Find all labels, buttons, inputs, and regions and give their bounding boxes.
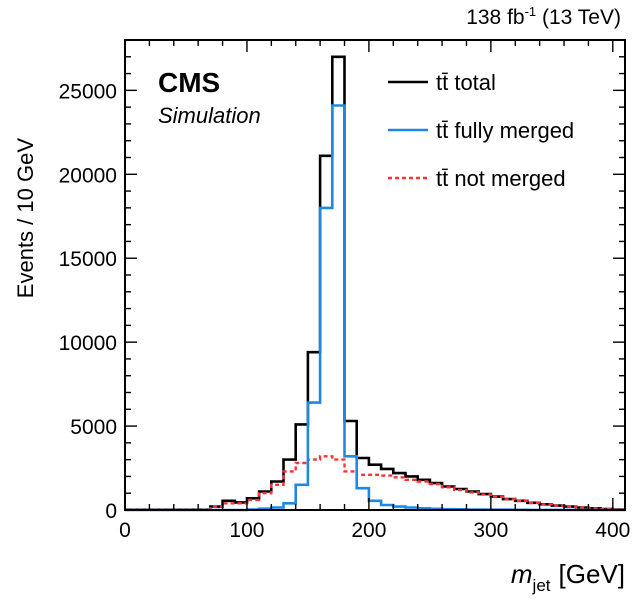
experiment-label: CMS xyxy=(158,67,220,98)
y-axis-label: Events / 10 GeV xyxy=(13,138,38,299)
luminosity-label: 138 fb-1 (13 TeV) xyxy=(466,4,621,30)
x-axis-label: mjet [GeV] xyxy=(511,559,625,595)
y-tick-label: 20000 xyxy=(59,164,117,187)
x-tick-label: 400 xyxy=(595,519,630,542)
x-axis-symbol: m xyxy=(511,559,533,589)
x-axis-subscript: jet xyxy=(532,576,551,595)
lumi-energy: (13 TeV) xyxy=(542,6,621,29)
legend-label: tt̄ total xyxy=(436,70,496,95)
legend-label: tt̄ fully merged xyxy=(436,118,574,143)
legend-label: tt̄ not merged xyxy=(436,166,566,191)
y-tick-label: 15000 xyxy=(59,248,117,271)
plot-frame xyxy=(124,39,626,511)
legend: tt̄ total tt̄ fully merged tt̄ not merged xyxy=(388,70,574,191)
x-tick-label: 100 xyxy=(229,519,264,542)
lumi-exponent: -1 xyxy=(524,4,537,19)
tick-labels: 0 100 200 300 400 0 5000 10000 15000 20000 25000 xyxy=(59,80,631,542)
x-tick-label: 300 xyxy=(473,519,508,542)
y-tick-label: 25000 xyxy=(59,80,117,103)
plot-area xyxy=(125,40,625,510)
y-tick-label: 5000 xyxy=(70,416,117,439)
y-tick-label: 10000 xyxy=(59,332,117,355)
simulation-label: Simulation xyxy=(158,103,261,128)
x-tick-label: 200 xyxy=(351,519,386,542)
x-tick-label: 0 xyxy=(119,519,131,542)
lumi-value: 138 fb xyxy=(466,6,525,29)
x-axis-unit: [GeV] xyxy=(559,559,625,589)
y-tick-label: 0 xyxy=(105,500,117,523)
